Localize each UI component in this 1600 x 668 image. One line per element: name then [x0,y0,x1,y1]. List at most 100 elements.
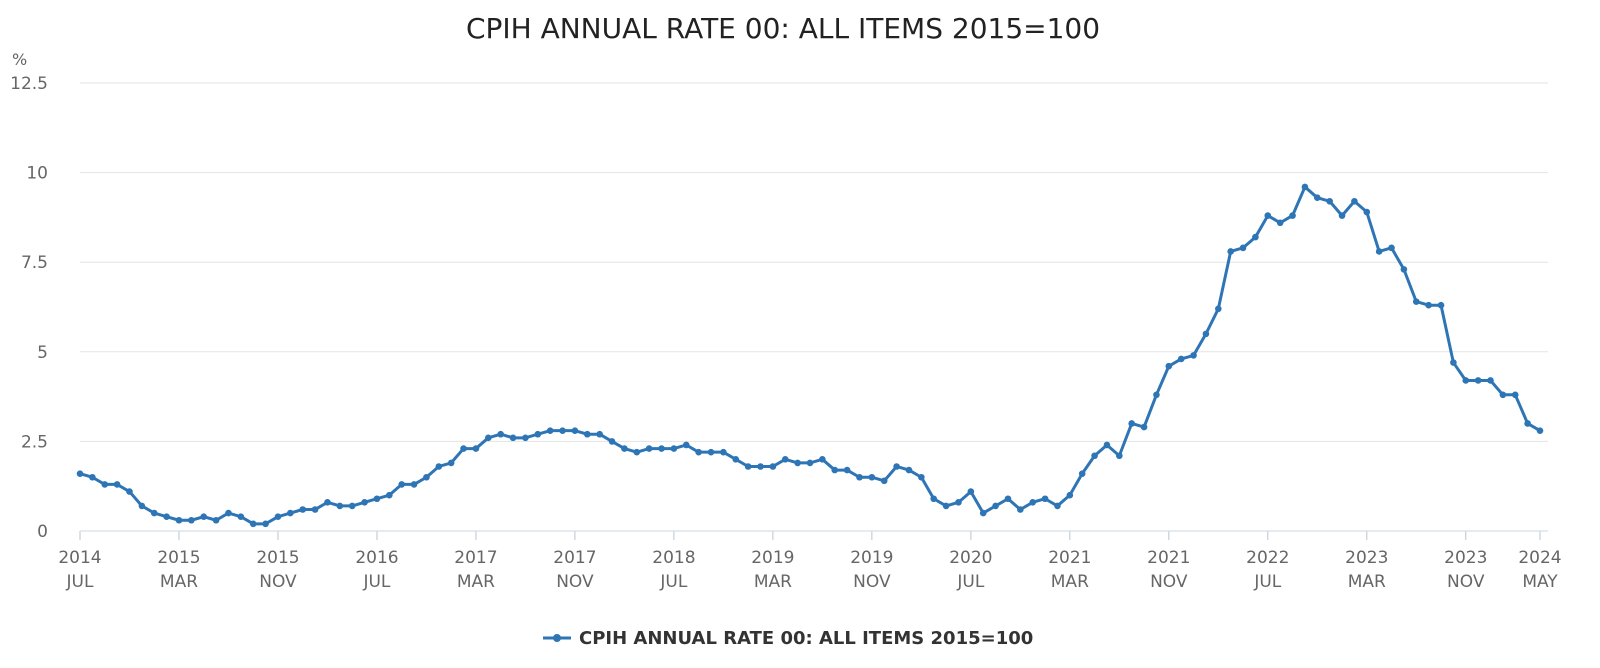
data-point[interactable] [1264,212,1272,219]
data-point[interactable] [695,448,702,456]
data-point[interactable] [126,488,133,495]
data-point[interactable] [89,473,96,481]
data-point[interactable] [447,459,455,467]
data-point[interactable] [1140,423,1148,431]
data-point[interactable] [472,445,480,452]
data-point[interactable] [645,445,653,452]
data-point[interactable] [658,445,665,452]
data-point[interactable] [1091,452,1098,460]
data-point[interactable] [1536,427,1544,434]
data-point[interactable] [1487,377,1494,384]
data-point[interactable] [942,502,950,510]
data-point[interactable] [1301,183,1309,191]
data-point[interactable] [1017,506,1024,513]
data-point[interactable] [212,516,220,524]
data-point[interactable] [188,516,195,524]
data-point[interactable] [101,481,109,488]
data-point[interactable] [1351,197,1358,205]
data-point[interactable] [175,516,183,524]
data-point[interactable] [1004,495,1012,503]
data-point[interactable] [1338,212,1346,219]
data-point[interactable] [76,470,84,477]
data-point[interactable] [868,473,876,481]
data-point[interactable] [373,495,381,503]
data-point[interactable] [856,473,863,481]
data-point[interactable] [1511,391,1519,399]
legend[interactable]: CPIH ANNUAL RATE 00: ALL ITEMS 2015=100 [543,628,1033,649]
data-point[interactable] [1029,499,1037,506]
data-point[interactable] [930,495,938,503]
data-point[interactable] [583,430,591,438]
data-point[interactable] [720,448,727,456]
data-point[interactable] [905,466,913,474]
data-point[interactable] [1041,495,1049,503]
data-point[interactable] [274,513,282,520]
data-point[interactable] [1326,197,1333,205]
data-point[interactable] [1474,377,1482,384]
data-point[interactable] [893,463,900,470]
data-point[interactable] [794,459,801,467]
data-point[interactable] [979,509,987,517]
data-point[interactable] [287,509,294,517]
data-point[interactable] [497,430,504,438]
data-point[interactable] [1462,377,1470,384]
data-point[interactable] [1215,305,1222,313]
data-point[interactable] [1239,244,1247,252]
data-point[interactable] [1425,301,1432,309]
data-point[interactable] [843,466,851,474]
data-point[interactable] [386,491,393,499]
data-point[interactable] [732,456,740,463]
data-point[interactable] [1450,359,1457,366]
data-point[interactable] [1078,470,1086,477]
data-point[interactable] [670,445,678,452]
data-point[interactable] [435,463,443,470]
data-point[interactable] [509,434,517,442]
data-point[interactable] [1289,212,1296,219]
data-point[interactable] [163,513,170,520]
data-point[interactable] [1190,352,1197,359]
data-point[interactable] [1412,298,1420,305]
data-point[interactable] [781,456,789,463]
data-point[interactable] [1437,301,1445,309]
data-point[interactable] [757,463,764,470]
data-point[interactable] [1202,330,1210,338]
data-point[interactable] [249,520,257,528]
data-point[interactable] [1363,208,1371,216]
data-point[interactable] [1499,391,1507,399]
data-point[interactable] [769,463,777,470]
data-point[interactable] [707,448,715,456]
data-point[interactable] [1066,491,1074,499]
data-point[interactable] [324,499,331,506]
data-point[interactable] [546,427,554,434]
data-point[interactable] [200,513,208,520]
data-point[interactable] [1177,355,1185,363]
data-point[interactable] [1252,233,1259,241]
data-point[interactable] [955,499,962,506]
data-point[interactable] [1165,362,1173,370]
data-point[interactable] [1388,244,1395,252]
data-point[interactable] [150,509,158,517]
data-point[interactable] [311,506,319,513]
data-point[interactable] [633,448,641,456]
data-point[interactable] [571,427,579,434]
data-point[interactable] [1054,502,1061,510]
data-point[interactable] [522,434,529,442]
data-point[interactable] [398,481,405,488]
data-point[interactable] [1375,248,1383,255]
data-point[interactable] [299,506,307,513]
data-point[interactable] [1128,420,1135,427]
data-point[interactable] [621,445,628,452]
data-point[interactable] [559,427,566,434]
data-point[interactable] [485,434,492,442]
data-point[interactable] [880,477,888,485]
data-point[interactable] [336,502,344,510]
data-point[interactable] [992,502,999,510]
data-point[interactable] [1276,219,1284,227]
data-point[interactable] [361,499,368,506]
data-point[interactable] [225,509,232,517]
data-point[interactable] [967,488,975,495]
data-point[interactable] [1103,441,1111,449]
data-point[interactable] [1313,194,1321,201]
data-point[interactable] [1400,266,1408,273]
data-point[interactable] [534,430,542,438]
